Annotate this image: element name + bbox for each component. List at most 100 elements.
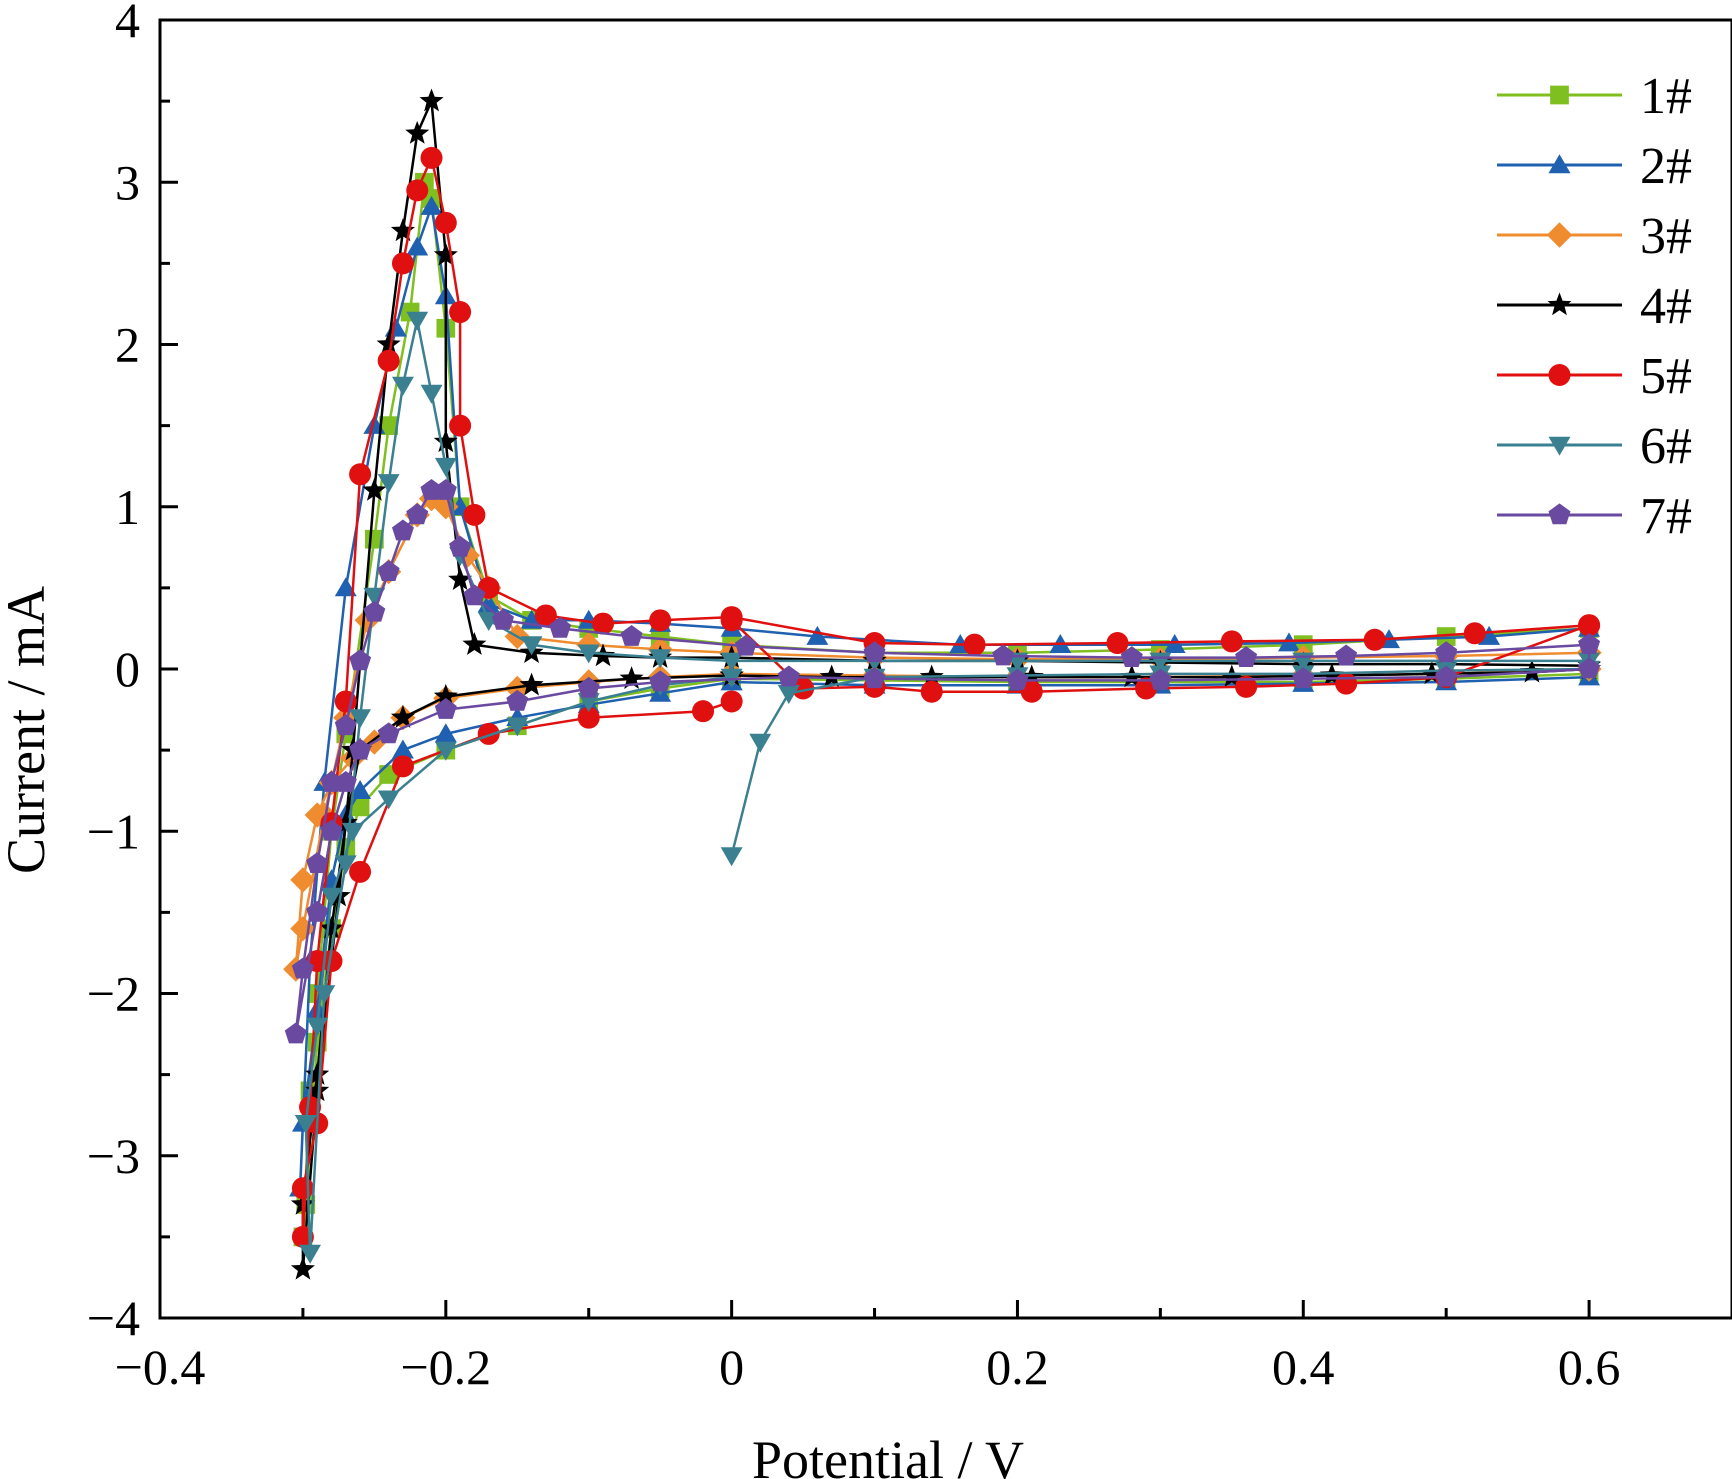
legend-label: 6# xyxy=(1640,418,1692,475)
legend-marker xyxy=(1548,364,1571,386)
data-point xyxy=(1020,680,1043,703)
data-point xyxy=(306,852,329,873)
data-point xyxy=(420,146,443,169)
legend-label: 2# xyxy=(1640,138,1692,195)
legend-marker xyxy=(1548,503,1571,525)
data-point xyxy=(449,301,472,324)
x-tick-label: 0.6 xyxy=(1558,1339,1621,1395)
data-point xyxy=(1106,632,1129,655)
y-tick-label: 2 xyxy=(115,317,140,373)
data-point xyxy=(1119,664,1144,688)
y-tick-label: 4 xyxy=(115,0,140,48)
data-point xyxy=(326,883,351,907)
data-point xyxy=(342,822,364,842)
data-point xyxy=(992,644,1015,666)
data-point xyxy=(406,311,429,331)
data-point xyxy=(649,649,672,669)
data-point xyxy=(320,887,343,907)
data-point xyxy=(577,706,600,729)
series-layer xyxy=(283,88,1602,1280)
data-point xyxy=(334,577,357,597)
data-point xyxy=(1578,633,1601,654)
data-point xyxy=(449,535,472,557)
data-point xyxy=(391,252,414,275)
y-axis: −4 −3 −2 −1 0 1 2 3 4 xyxy=(87,0,178,1346)
data-point xyxy=(1163,634,1186,653)
data-point xyxy=(306,900,329,922)
data-point xyxy=(391,755,414,778)
data-point xyxy=(1435,641,1458,663)
series-line xyxy=(294,489,1591,1036)
legend-item: 6# xyxy=(1497,418,1692,475)
data-point xyxy=(284,1022,307,1044)
data-point xyxy=(1220,630,1243,653)
data-point xyxy=(1149,668,1172,690)
data-point xyxy=(720,652,743,672)
data-point xyxy=(863,641,886,663)
legend-marker xyxy=(1550,85,1569,105)
data-point xyxy=(406,503,429,525)
data-point xyxy=(777,665,800,687)
data-point xyxy=(434,741,457,761)
data-point xyxy=(290,867,316,893)
y-tick-label: −1 xyxy=(87,803,140,859)
series-5 xyxy=(291,146,1601,1248)
data-point xyxy=(692,700,715,723)
data-point xyxy=(520,636,543,656)
data-point xyxy=(1419,661,1444,685)
data-point xyxy=(333,810,358,834)
data-point xyxy=(1235,675,1258,698)
data-point xyxy=(963,633,986,656)
data-point xyxy=(334,855,357,875)
data-point xyxy=(792,677,815,700)
legend-item: 1# xyxy=(1497,68,1692,125)
data-point xyxy=(433,429,458,453)
legend: 1# 2# 3# 4# 5# 6# 7# xyxy=(1497,68,1692,545)
legend-item: 4# xyxy=(1497,278,1692,335)
data-point xyxy=(577,644,600,664)
data-point xyxy=(1335,672,1358,695)
data-point xyxy=(392,376,414,396)
legend-marker xyxy=(1546,222,1573,248)
data-point xyxy=(390,705,415,728)
data-point xyxy=(313,985,336,1005)
data-point xyxy=(319,916,344,939)
x-axis: −0.4 −0.2 0 0.2 0.4 0.6 xyxy=(115,1300,1621,1395)
y-tick-label: −4 xyxy=(87,1290,140,1346)
data-point xyxy=(420,479,443,500)
data-point xyxy=(377,790,400,810)
data-point xyxy=(1578,657,1601,679)
legend-label: 4# xyxy=(1640,278,1692,335)
data-point xyxy=(334,714,357,736)
data-point xyxy=(863,667,886,689)
x-tick-label: −0.4 xyxy=(115,1339,206,1395)
data-point xyxy=(349,649,372,671)
data-point xyxy=(463,503,486,526)
data-point xyxy=(434,211,457,234)
data-point xyxy=(434,479,457,500)
data-point xyxy=(392,739,414,759)
data-point xyxy=(806,625,829,645)
data-point xyxy=(506,717,529,737)
data-point xyxy=(294,1115,317,1134)
legend-marker xyxy=(1548,154,1571,174)
data-point xyxy=(390,218,415,242)
data-point xyxy=(620,625,643,646)
data-point xyxy=(290,1256,315,1280)
data-point xyxy=(1478,625,1500,645)
data-point xyxy=(534,604,557,627)
data-point xyxy=(420,384,443,404)
data-point xyxy=(1436,627,1456,646)
data-point xyxy=(363,587,386,607)
x-tick-label: 0.4 xyxy=(1272,1339,1335,1395)
data-point xyxy=(819,664,844,688)
series-1 xyxy=(293,172,1599,1247)
legend-item: 5# xyxy=(1497,348,1692,405)
data-point xyxy=(619,666,644,689)
series-line xyxy=(298,205,1591,1190)
data-point xyxy=(749,733,772,753)
data-point xyxy=(334,771,357,792)
data-point xyxy=(506,689,529,711)
data-point xyxy=(720,606,743,629)
legend-item: 2# xyxy=(1497,138,1692,195)
